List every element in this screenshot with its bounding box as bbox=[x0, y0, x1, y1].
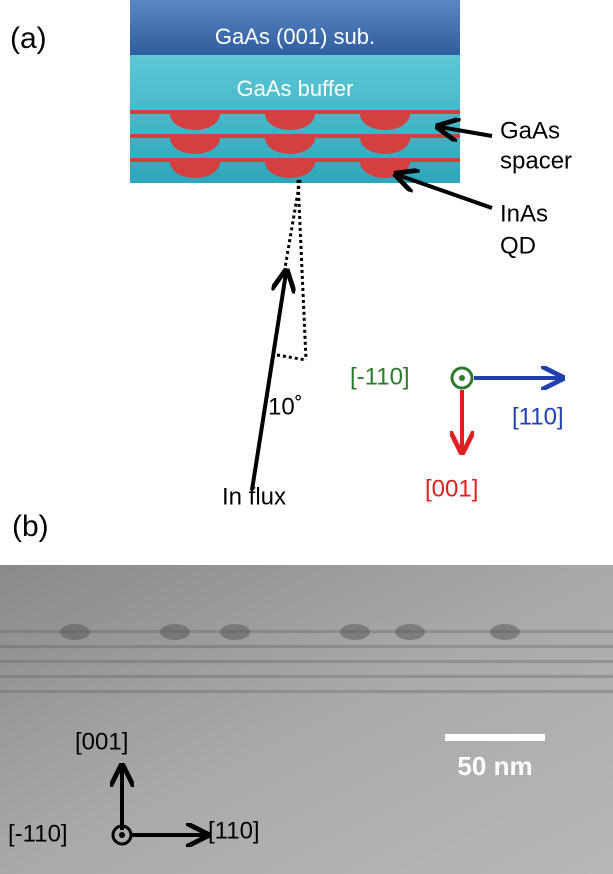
scale-bar bbox=[445, 734, 545, 741]
annotation: spacer bbox=[500, 147, 572, 174]
guide-lines bbox=[277, 180, 306, 360]
panel-label: (b) bbox=[12, 510, 49, 543]
annotation: InAs bbox=[500, 200, 548, 227]
axis-label: [001] bbox=[425, 475, 478, 502]
scale-label: 50 nm bbox=[457, 751, 532, 781]
panel-label: (a) bbox=[10, 22, 47, 55]
axis-label: [110] bbox=[512, 403, 564, 430]
axis-label: [-110] bbox=[8, 820, 68, 847]
flux-label: In flux bbox=[222, 483, 286, 510]
axis-out-dot bbox=[459, 375, 465, 381]
layer-label: GaAs buffer bbox=[237, 76, 354, 101]
axis-label: [001] bbox=[75, 728, 128, 755]
figure: (a) GaAs (001) sub. GaAs buffer GaAs spa… bbox=[0, 0, 613, 874]
annotation: GaAs bbox=[500, 117, 560, 144]
axis-out-dot bbox=[119, 832, 125, 838]
layer-label: GaAs (001) sub. bbox=[215, 24, 375, 49]
tem-image bbox=[0, 565, 613, 874]
flux-arrow bbox=[252, 273, 286, 490]
axis-label: [-110] bbox=[350, 363, 410, 390]
angle-label: 10˚ bbox=[268, 393, 303, 420]
axis-label: [110] bbox=[208, 817, 260, 844]
annotation: QD bbox=[500, 232, 536, 259]
